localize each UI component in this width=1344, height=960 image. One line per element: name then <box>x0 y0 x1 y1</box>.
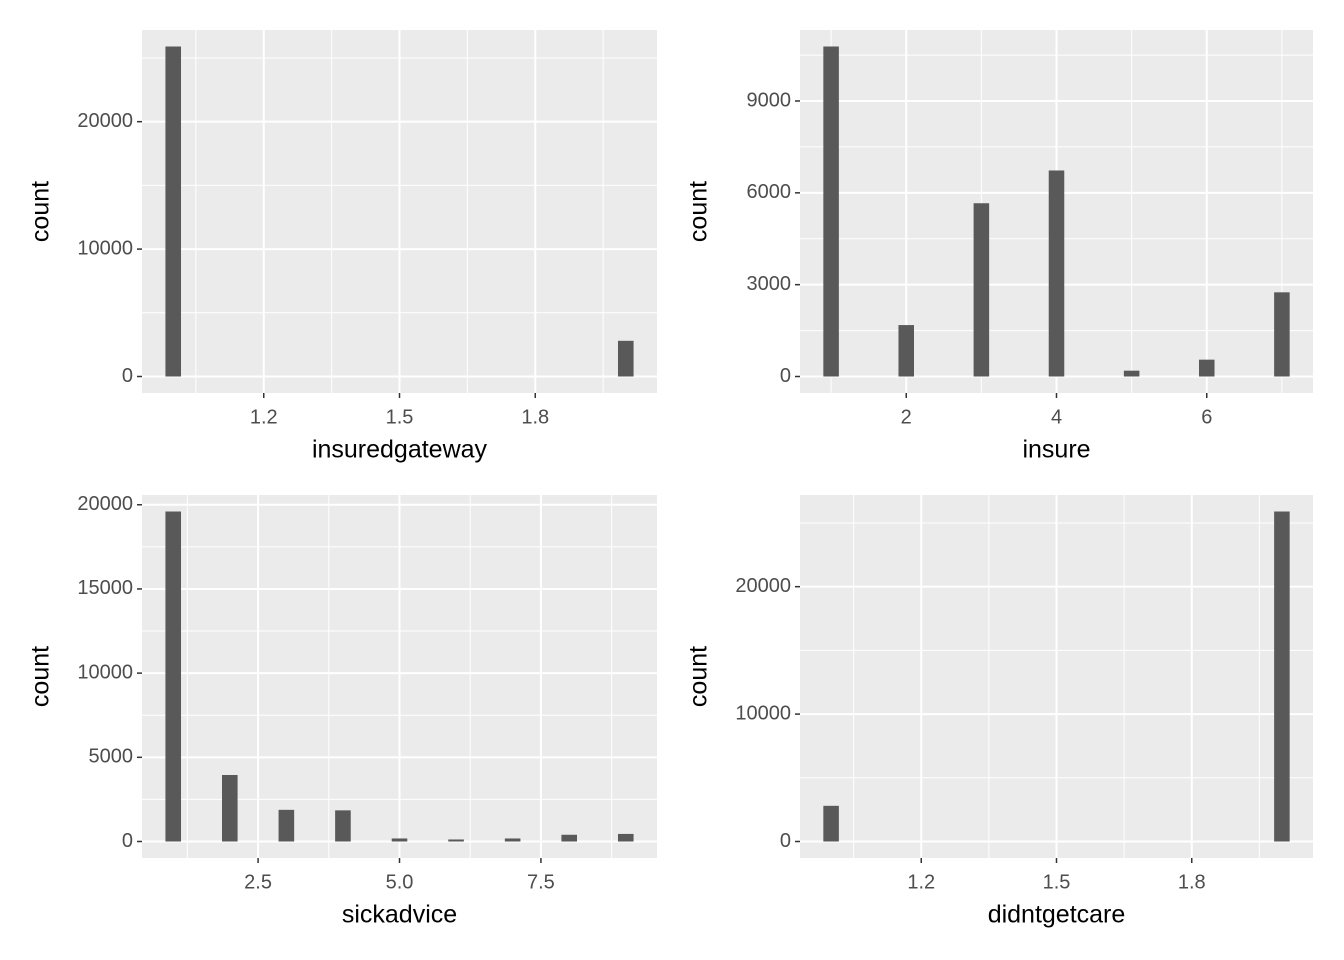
x-axis-title: insure <box>1022 436 1090 464</box>
y-tick-label: 20000 <box>77 110 133 132</box>
bar <box>1274 511 1290 842</box>
bar <box>391 838 408 842</box>
x-tick-label: 7.5 <box>527 871 555 893</box>
bar <box>335 810 351 842</box>
bar <box>165 511 182 842</box>
panel: 0 10000 20000 1.2 1.5 1.8 insuredgateway count <box>27 30 657 464</box>
panel: 0 3000 6000 9000 2 4 6 insure count <box>685 30 1313 464</box>
x-tick-label: 5.0 <box>386 871 414 893</box>
x-axis-title: didntgetcare <box>988 901 1126 929</box>
bar <box>165 46 182 377</box>
x-tick-label: 1.8 <box>521 406 549 428</box>
y-tick-label: 3000 <box>747 273 792 295</box>
y-tick-label: 10000 <box>77 237 133 259</box>
panel: 0 5000 10000 15000 20000 2.5 5.0 7.5 sickadvice c… <box>27 493 657 929</box>
x-tick-label: 1.2 <box>250 406 278 428</box>
y-tick-label: 0 <box>122 830 133 852</box>
x-tick-label: 4 <box>1051 406 1062 428</box>
x-axis-title: sickadvice <box>342 901 457 929</box>
y-axis-title: count <box>685 181 713 242</box>
x-tick-label: 1.2 <box>907 871 935 893</box>
x-tick-label: 6 <box>1201 406 1212 428</box>
x-tick-label: 2 <box>901 406 912 428</box>
y-axis-title: count <box>685 646 713 707</box>
x-tick-label: 1.5 <box>1043 871 1071 893</box>
bar <box>1274 292 1290 377</box>
y-tick-label: 20000 <box>77 493 133 515</box>
bar <box>823 805 839 842</box>
bar <box>898 325 915 377</box>
bar <box>1048 170 1065 377</box>
bar <box>278 809 295 842</box>
y-tick-label: 0 <box>780 365 791 387</box>
y-tick-label: 10000 <box>735 702 791 724</box>
bar <box>221 774 238 842</box>
x-tick-label: 2.5 <box>244 871 272 893</box>
y-axis-title: count <box>27 181 55 242</box>
bar <box>973 203 990 377</box>
y-tick-label: 6000 <box>747 181 792 203</box>
y-tick-label: 20000 <box>735 575 791 597</box>
bar <box>617 340 634 377</box>
y-tick-label: 0 <box>122 365 133 387</box>
y-tick-label: 5000 <box>89 746 134 768</box>
bar <box>1198 359 1215 377</box>
x-axis-title: insuredgateway <box>312 436 488 464</box>
bar <box>617 833 634 842</box>
bar <box>1123 370 1140 377</box>
x-tick-label: 1.5 <box>386 406 414 428</box>
x-tick-label: 1.8 <box>1178 871 1206 893</box>
y-tick-label: 10000 <box>77 661 133 683</box>
bar <box>448 839 464 842</box>
bar <box>561 834 578 842</box>
bar <box>504 838 521 842</box>
y-axis-title: count <box>27 646 55 707</box>
bar <box>823 46 839 377</box>
panel: 0 10000 20000 1.2 1.5 1.8 didntgetcare count <box>685 495 1313 929</box>
y-tick-label: 0 <box>780 830 791 852</box>
y-tick-label: 9000 <box>747 89 792 111</box>
y-tick-label: 15000 <box>77 577 133 599</box>
